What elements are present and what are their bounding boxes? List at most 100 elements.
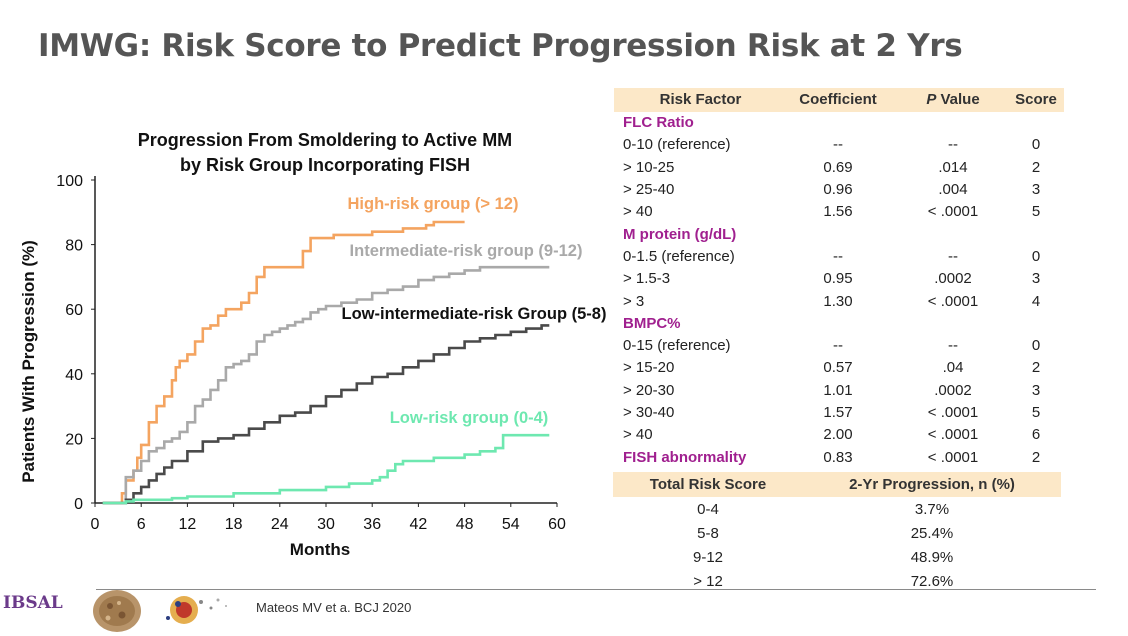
chart-title-line-2: by Risk Group Incorporating FISH <box>179 155 471 175</box>
cancer-institute-logo-icon <box>166 596 227 624</box>
progression-cell: 25.4% <box>910 524 954 542</box>
cell-image-icon <box>93 590 141 632</box>
score-cell: 3 <box>1031 270 1041 288</box>
risk-factor-cell: > 3 <box>623 292 645 310</box>
risk-factor-cell: > 15-20 <box>623 359 675 377</box>
series-line-2 <box>102 324 550 505</box>
coefficient-cell: -- <box>833 337 843 355</box>
x-tick-label: 12 <box>179 516 197 533</box>
risk-section-name: M protein (g/dL) <box>623 225 737 243</box>
coefficient-cell: 0.57 <box>823 359 853 377</box>
coefficient-cell: -- <box>833 136 843 154</box>
table-row: > 1.5-3 0.95 .0002 3 <box>614 268 1064 290</box>
p-value-cell: -- <box>948 136 958 154</box>
score-cell: 3 <box>1031 181 1041 199</box>
header-risk-factor: Risk Factor <box>614 88 778 112</box>
y-tick-label: 20 <box>65 431 83 448</box>
x-tick-label: 42 <box>410 516 428 533</box>
slide-title: IMWG: Risk Score to Predict Progression … <box>38 28 963 64</box>
risk-table-header: Risk Factor Coefficient P Value Score <box>614 88 1064 112</box>
p-value-cell: .014 <box>938 158 968 176</box>
p-value-cell: .04 <box>942 359 964 377</box>
p-value-cell: < .0001 <box>927 292 979 310</box>
coefficient-cell: 0.96 <box>823 181 853 199</box>
table-row: > 40 2.00 < .0001 6 <box>614 424 1064 446</box>
x-tick-label: 18 <box>225 516 243 533</box>
y-tick-label: 60 <box>65 302 83 319</box>
risk-factor-cell: 0-10 (reference) <box>623 136 731 154</box>
risk-section-row: M protein (g/dL) <box>614 223 1064 245</box>
y-tick-label: 80 <box>65 238 83 255</box>
score-cell: 2 <box>1031 359 1041 377</box>
coefficient-cell: 2.00 <box>823 426 853 444</box>
series-line-3 <box>102 433 550 505</box>
x-axis-label: Months <box>290 540 350 559</box>
series-label-3: Low-risk group (0-4) <box>390 409 549 427</box>
coefficient-cell: 1.01 <box>823 381 853 399</box>
risk-factor-cell: > 40 <box>623 203 653 221</box>
risk-factor-cell: > 1.5-3 <box>623 270 671 288</box>
y-tick-label: 40 <box>65 367 83 384</box>
x-tick-label: 6 <box>137 516 146 533</box>
table-row: > 15-20 0.57 .04 2 <box>614 357 1064 379</box>
score-cell: 5 <box>1031 404 1041 421</box>
table-row: 0-1.5 (reference) -- -- 0 <box>614 246 1064 268</box>
ibsal-logo-text: IBSAL <box>3 593 63 613</box>
coefficient-cell: 1.57 <box>823 404 853 421</box>
table-row: 0-4 3.7% <box>613 497 1061 521</box>
total-table-header: Total Risk Score 2-Yr Progression, n (%) <box>613 472 1061 497</box>
table-row: > 30-40 1.57 < .0001 5 <box>614 402 1064 424</box>
risk-section-name: BMPC% <box>623 314 681 332</box>
table-row: > 25-40 0.96 .004 3 <box>614 179 1064 201</box>
fish-abnormality-row: FISH abnormality 0.83 < .0001 2 <box>614 446 1064 468</box>
risk-factor-cell: > 10-25 <box>623 158 675 176</box>
risk-factor-table: Risk Factor Coefficient P Value Score FL… <box>614 88 1064 469</box>
total-score-cell: 5-8 <box>697 524 719 542</box>
series-label-0: High-risk group (> 12) <box>348 195 519 213</box>
header-coefficient: Coefficient <box>778 88 898 112</box>
coefficient-cell: 0.83 <box>823 448 853 466</box>
coefficient-cell: -- <box>833 247 843 265</box>
score-cell: 4 <box>1031 292 1041 310</box>
risk-factor-cell: 0-1.5 (reference) <box>623 247 735 265</box>
x-tick-label: 30 <box>317 516 335 533</box>
header-total-risk-score: Total Risk Score <box>613 472 803 497</box>
table-row: > 3 1.30 < .0001 4 <box>614 290 1064 312</box>
chart-title-line-1: Progression From Smoldering to Active MM <box>137 130 513 150</box>
header-score: Score <box>1008 88 1064 112</box>
coefficient-cell: 1.56 <box>823 203 853 221</box>
coefficient-cell: 1.30 <box>823 292 853 310</box>
chart-labels: High-risk group (> 12) Intermediate-risk … <box>342 195 607 427</box>
risk-factor-cell: > 20-30 <box>623 381 675 399</box>
score-cell: 2 <box>1031 448 1041 466</box>
table-row: 5-8 25.4% <box>613 521 1061 545</box>
chart-axes: 0 6 12 18 24 30 36 42 48 54 60 0 20 40 60 80 100 Months Pa… <box>19 173 566 559</box>
p-value-cell: < .0001 <box>927 203 979 221</box>
x-tick-label: 60 <box>548 516 566 533</box>
p-value-cell: < .0001 <box>927 404 979 421</box>
progression-cell: 48.9% <box>910 548 954 566</box>
x-tick-label: 54 <box>502 516 520 533</box>
risk-factor-cell: > 30-40 <box>623 404 675 421</box>
x-tick-label: 48 <box>456 516 474 533</box>
header-p-value: P Value <box>898 88 1008 112</box>
score-cell: 2 <box>1031 158 1041 176</box>
risk-section-name: FLC Ratio <box>623 114 694 132</box>
series-label-1: Intermediate-risk group (9-12) <box>350 242 583 260</box>
x-tick-label: 36 <box>363 516 381 533</box>
coefficient-cell: 0.69 <box>823 158 853 176</box>
coefficient-cell: 0.95 <box>823 270 853 288</box>
header-two-yr-progression: 2-Yr Progression, n (%) <box>803 472 1061 497</box>
header-p-rest: Value <box>936 91 980 108</box>
total-score-cell: 9-12 <box>692 548 724 566</box>
risk-section-row: BMPC% <box>614 313 1064 335</box>
header-p-italic: P <box>926 91 937 108</box>
score-cell: 6 <box>1031 426 1041 444</box>
p-value-cell: < .0001 <box>927 448 979 466</box>
footer-divider <box>96 589 1096 590</box>
p-value-cell: -- <box>948 337 958 355</box>
table-row: > 20-30 1.01 .0002 3 <box>614 380 1064 402</box>
table-row: > 12 72.6% <box>613 569 1061 593</box>
table-row: 0-15 (reference) -- -- 0 <box>614 335 1064 357</box>
